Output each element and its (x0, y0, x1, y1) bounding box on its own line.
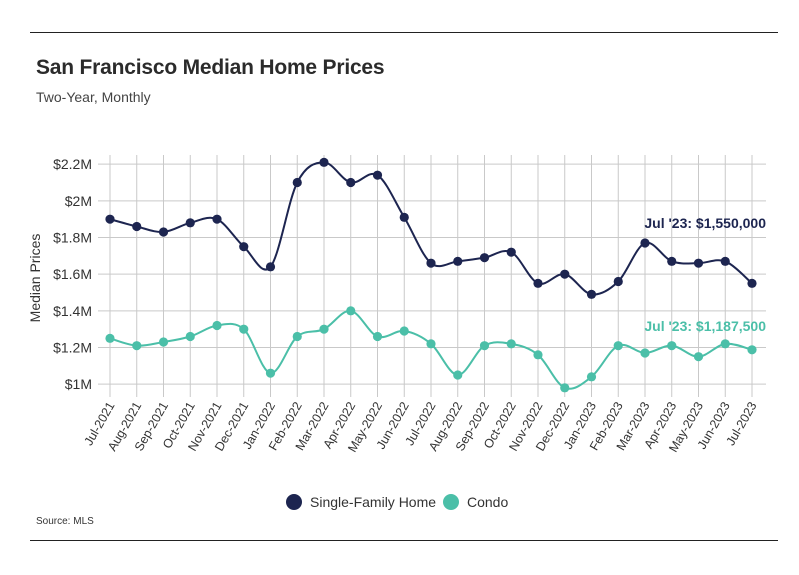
data-point (158, 337, 169, 347)
data-point (212, 320, 222, 331)
data-point (265, 368, 276, 378)
bottom-rule (30, 540, 778, 541)
data-point (185, 331, 195, 342)
data-point (586, 289, 597, 299)
y-tick-label: $1M (65, 376, 92, 392)
data-point (132, 341, 142, 351)
data-point (105, 214, 115, 224)
data-point (372, 331, 383, 342)
y-tick-label: $2M (65, 193, 92, 209)
data-point (693, 258, 704, 268)
y-tick-label: $1.6M (53, 266, 92, 282)
data-point (720, 339, 730, 349)
data-point (105, 333, 115, 343)
data-point (399, 326, 409, 336)
series-condo (105, 306, 757, 393)
series-annotation: Jul '23: $1,187,500 (644, 318, 766, 334)
data-point (640, 238, 650, 248)
data-point (346, 306, 356, 316)
data-point (613, 276, 623, 287)
data-point (453, 256, 463, 266)
legend-item: Single-Family Home (286, 494, 436, 510)
y-tick-label: $2.2M (53, 156, 92, 172)
data-point (239, 324, 249, 334)
legend-marker (286, 494, 302, 510)
y-axis-ticks: $1M $1.2M $1.4M $1.6M $1.8M $2M $2.2M (53, 156, 92, 392)
legend-label: Single-Family Home (310, 494, 436, 510)
data-point (747, 278, 757, 288)
data-point (506, 339, 516, 349)
data-point (158, 227, 169, 237)
chart-series (105, 157, 757, 393)
data-point (292, 331, 302, 342)
y-tick-label: $1.2M (53, 340, 92, 356)
data-point (426, 339, 436, 349)
page-title: San Francisco Median Home Prices (36, 56, 385, 79)
data-point (586, 372, 597, 382)
legend-marker (443, 494, 459, 510)
data-point (613, 341, 623, 351)
data-point (640, 348, 650, 358)
legend-item: Condo (443, 494, 508, 510)
series-annotation: Jul '23: $1,550,000 (644, 215, 766, 231)
y-tick-label: $1.4M (53, 303, 92, 319)
data-point (479, 341, 490, 351)
data-point (506, 247, 516, 257)
data-point (747, 345, 757, 355)
y-tick-label: $1.8M (53, 230, 92, 246)
y-axis-label: Median Prices (27, 234, 43, 323)
data-point (560, 383, 570, 393)
data-point (239, 242, 249, 252)
data-point (479, 253, 490, 263)
data-point (185, 218, 195, 228)
data-point (319, 157, 329, 167)
data-point (372, 170, 383, 180)
source-note: Source: MLS (36, 516, 94, 527)
data-point (319, 324, 329, 334)
data-point (212, 214, 222, 224)
series-single-family-home (105, 157, 757, 299)
page-subtitle: Two-Year, Monthly (36, 89, 151, 105)
top-rule (30, 32, 778, 33)
data-point (292, 177, 302, 188)
data-point (667, 341, 677, 351)
x-axis-ticks: Jul-2021Aug-2021Sep-2021Oct-2021Nov-2021… (81, 399, 759, 454)
chart-grid (98, 155, 766, 397)
chart-annotations: Jul '23: $1,550,000 Jul '23: $1,187,500 (644, 215, 766, 334)
chart-legend: Single-Family Home Condo (286, 494, 508, 510)
data-point (533, 278, 543, 288)
data-point (453, 370, 463, 380)
data-point (399, 212, 409, 222)
data-point (132, 221, 142, 232)
data-point (346, 177, 356, 188)
data-point (693, 352, 704, 362)
data-point (720, 256, 730, 266)
data-point (560, 269, 570, 279)
data-point (533, 350, 543, 360)
data-point (667, 256, 677, 266)
legend-label: Condo (467, 494, 508, 510)
data-point (265, 262, 276, 272)
data-point (426, 258, 436, 268)
